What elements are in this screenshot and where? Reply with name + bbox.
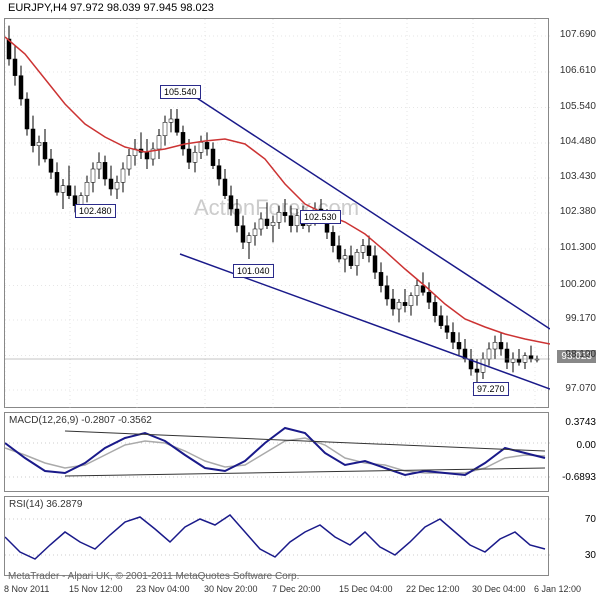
x-tick-label: 30 Nov 20:00	[204, 584, 258, 594]
y-tick-label: 97.070	[565, 383, 596, 394]
price-y-axis: 107.690 106.610 105.540 104.480 103.430 102.3…	[552, 18, 600, 408]
y-tick-label: 106.610	[560, 65, 596, 76]
rsi-panel[interactable]: RSI(14) 36.2879	[4, 496, 549, 576]
price-annotation: 102.480	[75, 204, 116, 218]
y-tick-label: 101.300	[560, 242, 596, 253]
x-tick-label: 15 Dec 04:00	[339, 584, 393, 594]
y-tick-label: 102.380	[560, 206, 596, 217]
footer-text: MetaTrader - Alpari UK, © 2001-2011 Meta…	[8, 571, 299, 582]
rsi-chart-svg	[5, 497, 550, 577]
x-tick-label: 23 Nov 04:00	[136, 584, 190, 594]
y-tick-label: 107.690	[560, 29, 596, 40]
y-tick-label: 104.480	[560, 136, 596, 147]
macd-panel[interactable]: MACD(12,26,9) -0.2807 -0.3562	[4, 412, 549, 492]
macd-tick: 0.3743	[565, 417, 596, 428]
macd-tick: -0.6893	[562, 472, 596, 483]
y-tick-label: 105.540	[560, 101, 596, 112]
price-annotation: 102.530	[300, 210, 341, 224]
price-annotation: 101.040	[233, 264, 274, 278]
x-tick-label: 6 Jan 12:00	[534, 584, 581, 594]
x-tick-label: 30 Dec 04:00	[472, 584, 526, 594]
y-tick-label: 103.430	[560, 171, 596, 182]
y-tick-label: 99.170	[565, 313, 596, 324]
time-x-axis: 8 Nov 2011 15 Nov 12:00 23 Nov 04:00 30 Nov…	[4, 580, 549, 594]
x-tick-label: 15 Nov 12:00	[69, 584, 123, 594]
y-tick-label: 98.100	[565, 349, 596, 360]
rsi-label: RSI(14) 36.2879	[9, 499, 82, 510]
price-panel[interactable]: ActionForex.com 105.540102.480102.530101…	[4, 18, 549, 408]
macd-label: MACD(12,26,9) -0.2807 -0.3562	[9, 415, 152, 426]
chart-container: EURJPY,H4 97.972 98.039 97.945 98.023 Ac…	[0, 0, 600, 600]
y-tick-label: 100.200	[560, 279, 596, 290]
price-annotation: 97.270	[473, 382, 509, 396]
rsi-tick: 30	[585, 550, 596, 561]
x-tick-label: 7 Dec 20:00	[272, 584, 321, 594]
rsi-y-axis: 70 30	[552, 496, 600, 576]
x-tick-label: 22 Dec 12:00	[406, 584, 460, 594]
rsi-tick: 70	[585, 514, 596, 525]
macd-y-axis: 0.3743 0.00 -0.6893	[552, 412, 600, 492]
x-tick-label: 8 Nov 2011	[4, 584, 49, 594]
price-annotation: 105.540	[160, 85, 201, 99]
chart-title: EURJPY,H4 97.972 98.039 97.945 98.023	[8, 2, 214, 14]
macd-tick: 0.00	[577, 440, 596, 451]
